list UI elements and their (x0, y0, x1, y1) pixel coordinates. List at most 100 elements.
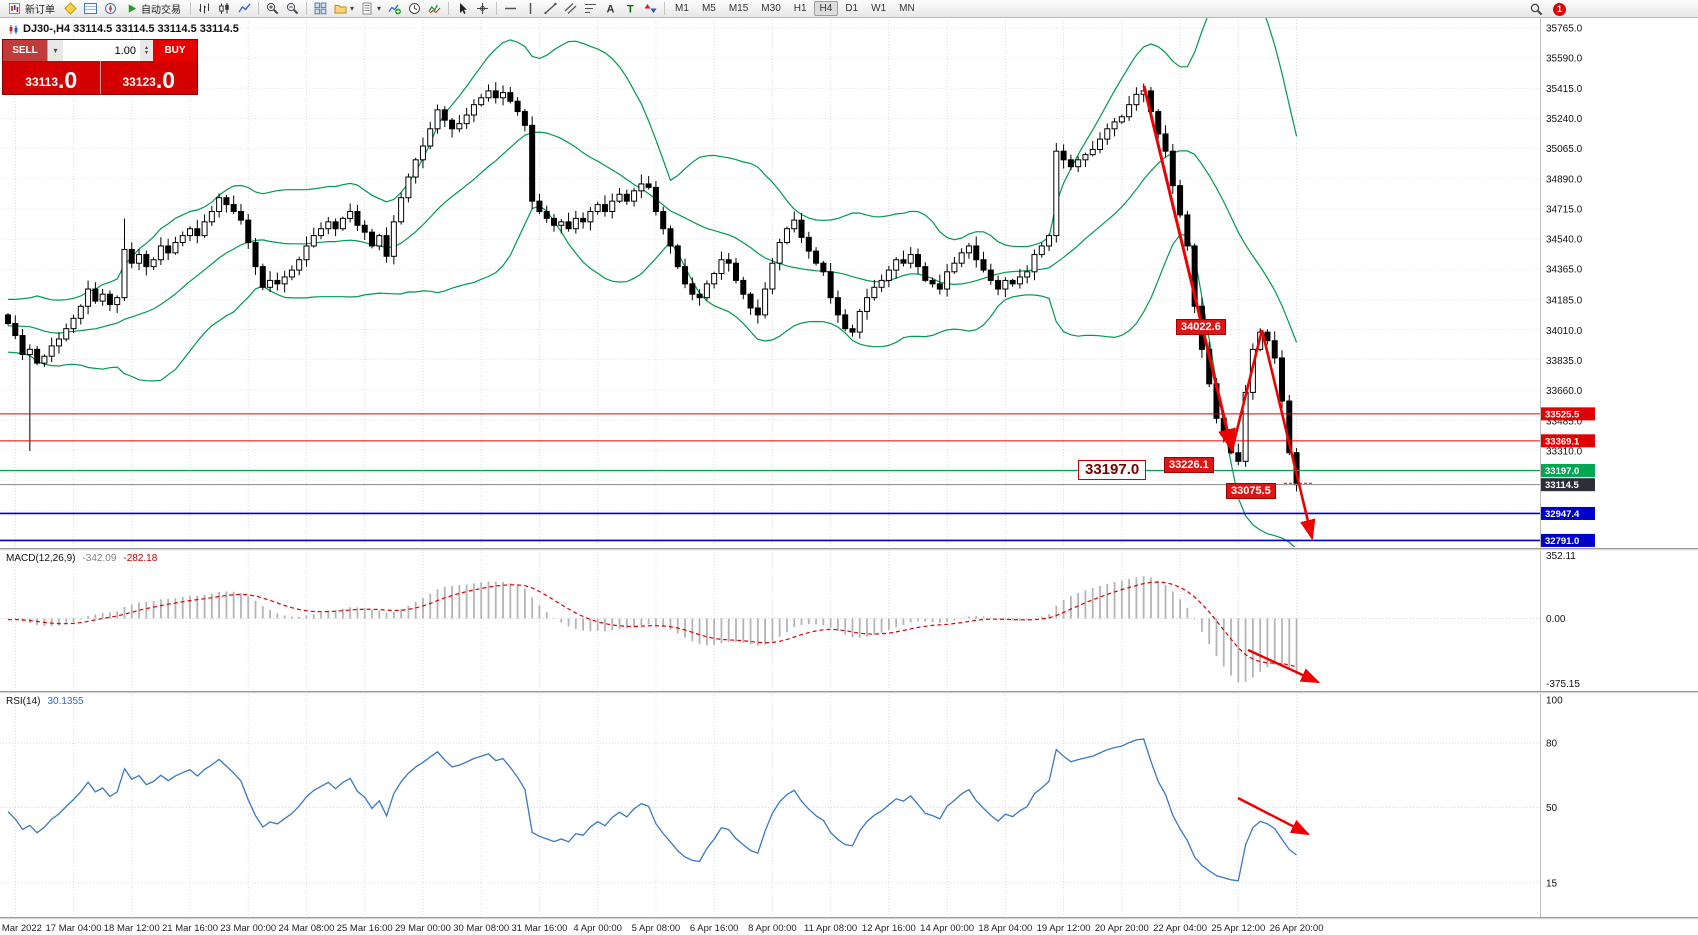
volume-input[interactable]: 1.00 (63, 40, 140, 61)
zoom-out-button[interactable] (283, 1, 302, 17)
trend-arrow[interactable] (1230, 329, 1264, 451)
tab-timeframe-m1[interactable]: M1 (675, 3, 689, 14)
indicators-button[interactable] (425, 1, 444, 17)
buy-price[interactable]: 33123.0 (101, 61, 198, 94)
price-axis-label: 35240.0 (1546, 114, 1583, 125)
tab-timeframe-m5[interactable]: M5 (701, 3, 716, 14)
zoom-in-button[interactable] (263, 1, 282, 17)
price-axis-label: 34890.0 (1546, 174, 1583, 185)
time-axis-label: 8 Apr 00:00 (748, 923, 797, 934)
toolbar-separator (190, 2, 191, 15)
price-axis: 35765.0 35590.0 35415.0 35240.0 35065.0 34890… (1541, 24, 1595, 547)
autotrading-button[interactable]: 自动交易 (121, 1, 186, 17)
rsi-scale-label: 80 (1546, 739, 1558, 750)
trend-arrow[interactable] (1142, 85, 1236, 453)
time-axis-label: 15 Mar 2022 (0, 923, 42, 934)
time-axis-label: 19 Apr 12:00 (1037, 923, 1091, 934)
cursor-tool-button[interactable] (453, 1, 472, 17)
tab-timeframe-m15[interactable]: M15 (728, 3, 749, 14)
line-chart-type-button[interactable] (235, 1, 254, 17)
navigator-icon (105, 3, 116, 14)
notification-badge[interactable]: 1 (1553, 2, 1566, 16)
channel-tool[interactable] (561, 1, 580, 17)
bar-chart-icon (199, 3, 209, 14)
swing-low2-callout[interactable]: 33075.5 (1226, 483, 1276, 499)
period-clock-button[interactable] (405, 1, 424, 17)
tile-windows-button[interactable] (311, 1, 330, 17)
trendline-tool[interactable] (541, 1, 560, 17)
trend-arrow[interactable] (1247, 648, 1321, 684)
tab-timeframe-h4[interactable]: H4 (813, 1, 839, 16)
profiles-dropdown[interactable]: ▾ (331, 1, 357, 17)
macd-panel[interactable] (0, 552, 1540, 690)
template-file-icon (362, 2, 372, 15)
panel-separator[interactable] (0, 548, 1698, 550)
new-order-button[interactable]: 新订单 (4, 1, 60, 17)
zoom-in-icon (266, 2, 279, 15)
rsi-value: 30.1355 (47, 696, 84, 707)
one-click-trading-panel: SELL ▾ 1.00 ▴ ▾ BUY 33113.0 33123.0 (2, 39, 198, 95)
sell-price[interactable]: 33113.0 (3, 61, 100, 94)
tab-timeframe-m30[interactable]: M30 (761, 3, 781, 14)
trade-controls-row: SELL ▾ 1.00 ▴ ▾ BUY (3, 40, 197, 61)
tab-timeframe-w1[interactable]: W1 (871, 3, 887, 14)
tab-timeframe-mn[interactable]: MN (899, 3, 915, 14)
market-watch-button[interactable] (81, 1, 100, 17)
buy-button[interactable]: BUY (153, 40, 197, 61)
time-axis-label: 12 Apr 16:00 (862, 923, 916, 934)
panel-separator[interactable] (0, 691, 1698, 693)
price-divider (99, 61, 101, 94)
horizontal-line-tool[interactable] (501, 1, 520, 17)
crosshair-icon (477, 3, 489, 14)
arrows-icon (644, 4, 657, 13)
text-tool[interactable]: A (601, 1, 620, 17)
trend-arrow[interactable] (1237, 796, 1311, 836)
sell-price-pips: .0 (58, 67, 78, 93)
volume-dropdown[interactable]: ▾ (47, 40, 63, 61)
metaeditor-button[interactable] (61, 1, 80, 17)
new-chart-button[interactable] (385, 1, 404, 17)
price-level-callout[interactable]: 33197.0 (1078, 460, 1147, 480)
price-axis-label: 35415.0 (1546, 84, 1583, 95)
toolbar-separator (258, 2, 259, 15)
crosshair-tool-button[interactable] (473, 1, 492, 17)
vertical-line-tool[interactable] (521, 1, 540, 17)
fibonacci-tool[interactable] (581, 1, 600, 17)
chevron-down-icon: ▾ (377, 3, 382, 13)
rsi-panel[interactable] (0, 695, 1540, 917)
bar-chart-type-button[interactable] (195, 1, 214, 17)
rsi-line (7, 738, 1297, 882)
tab-timeframe-d1[interactable]: D1 (845, 3, 859, 14)
autotrading-label: 自动交易 (141, 5, 181, 16)
volume-stepper[interactable]: ▴ ▾ (140, 40, 153, 61)
toolbar-separator (306, 2, 307, 15)
price-axis-label: 35065.0 (1546, 144, 1583, 155)
new-chart-icon (388, 4, 402, 15)
arrows-tool[interactable] (641, 1, 660, 17)
candle-chart-type-button[interactable] (215, 1, 234, 17)
navigator-button[interactable] (101, 1, 120, 17)
main-chart-panel[interactable] (0, 0, 1540, 549)
sell-button[interactable]: SELL (3, 40, 47, 61)
swing-high-callout[interactable]: 34022.6 (1176, 319, 1226, 335)
time-axis-label: 18 Apr 04:00 (978, 923, 1032, 934)
chart-title-text: DJ30-,H4 33114.5 33114.5 33114.5 33114.5 (23, 23, 239, 35)
channel-icon (564, 3, 577, 14)
trend-arrow[interactable] (1260, 329, 1316, 541)
panel-separator[interactable] (0, 917, 1698, 919)
stepper-down-icon: ▾ (144, 49, 148, 56)
macd-value-main: -342.09 (82, 553, 117, 564)
toolbar-right-group: 1 (1527, 0, 1698, 18)
search-icon (1530, 3, 1543, 15)
toolbar-separator (664, 2, 666, 15)
search-button[interactable] (1527, 1, 1546, 17)
swing-low-callout[interactable]: 33226.1 (1164, 457, 1214, 473)
text-label-tool[interactable]: T (621, 1, 640, 17)
tab-timeframe-h1[interactable]: H1 (793, 3, 807, 14)
metaeditor-icon (64, 2, 77, 15)
templates-dropdown[interactable]: ▾ (358, 1, 384, 17)
buy-price-main: 33123 (122, 75, 156, 89)
macd-scale-label: -375.15 (1546, 679, 1580, 690)
time-axis-label: 14 Apr 00:00 (920, 923, 974, 934)
